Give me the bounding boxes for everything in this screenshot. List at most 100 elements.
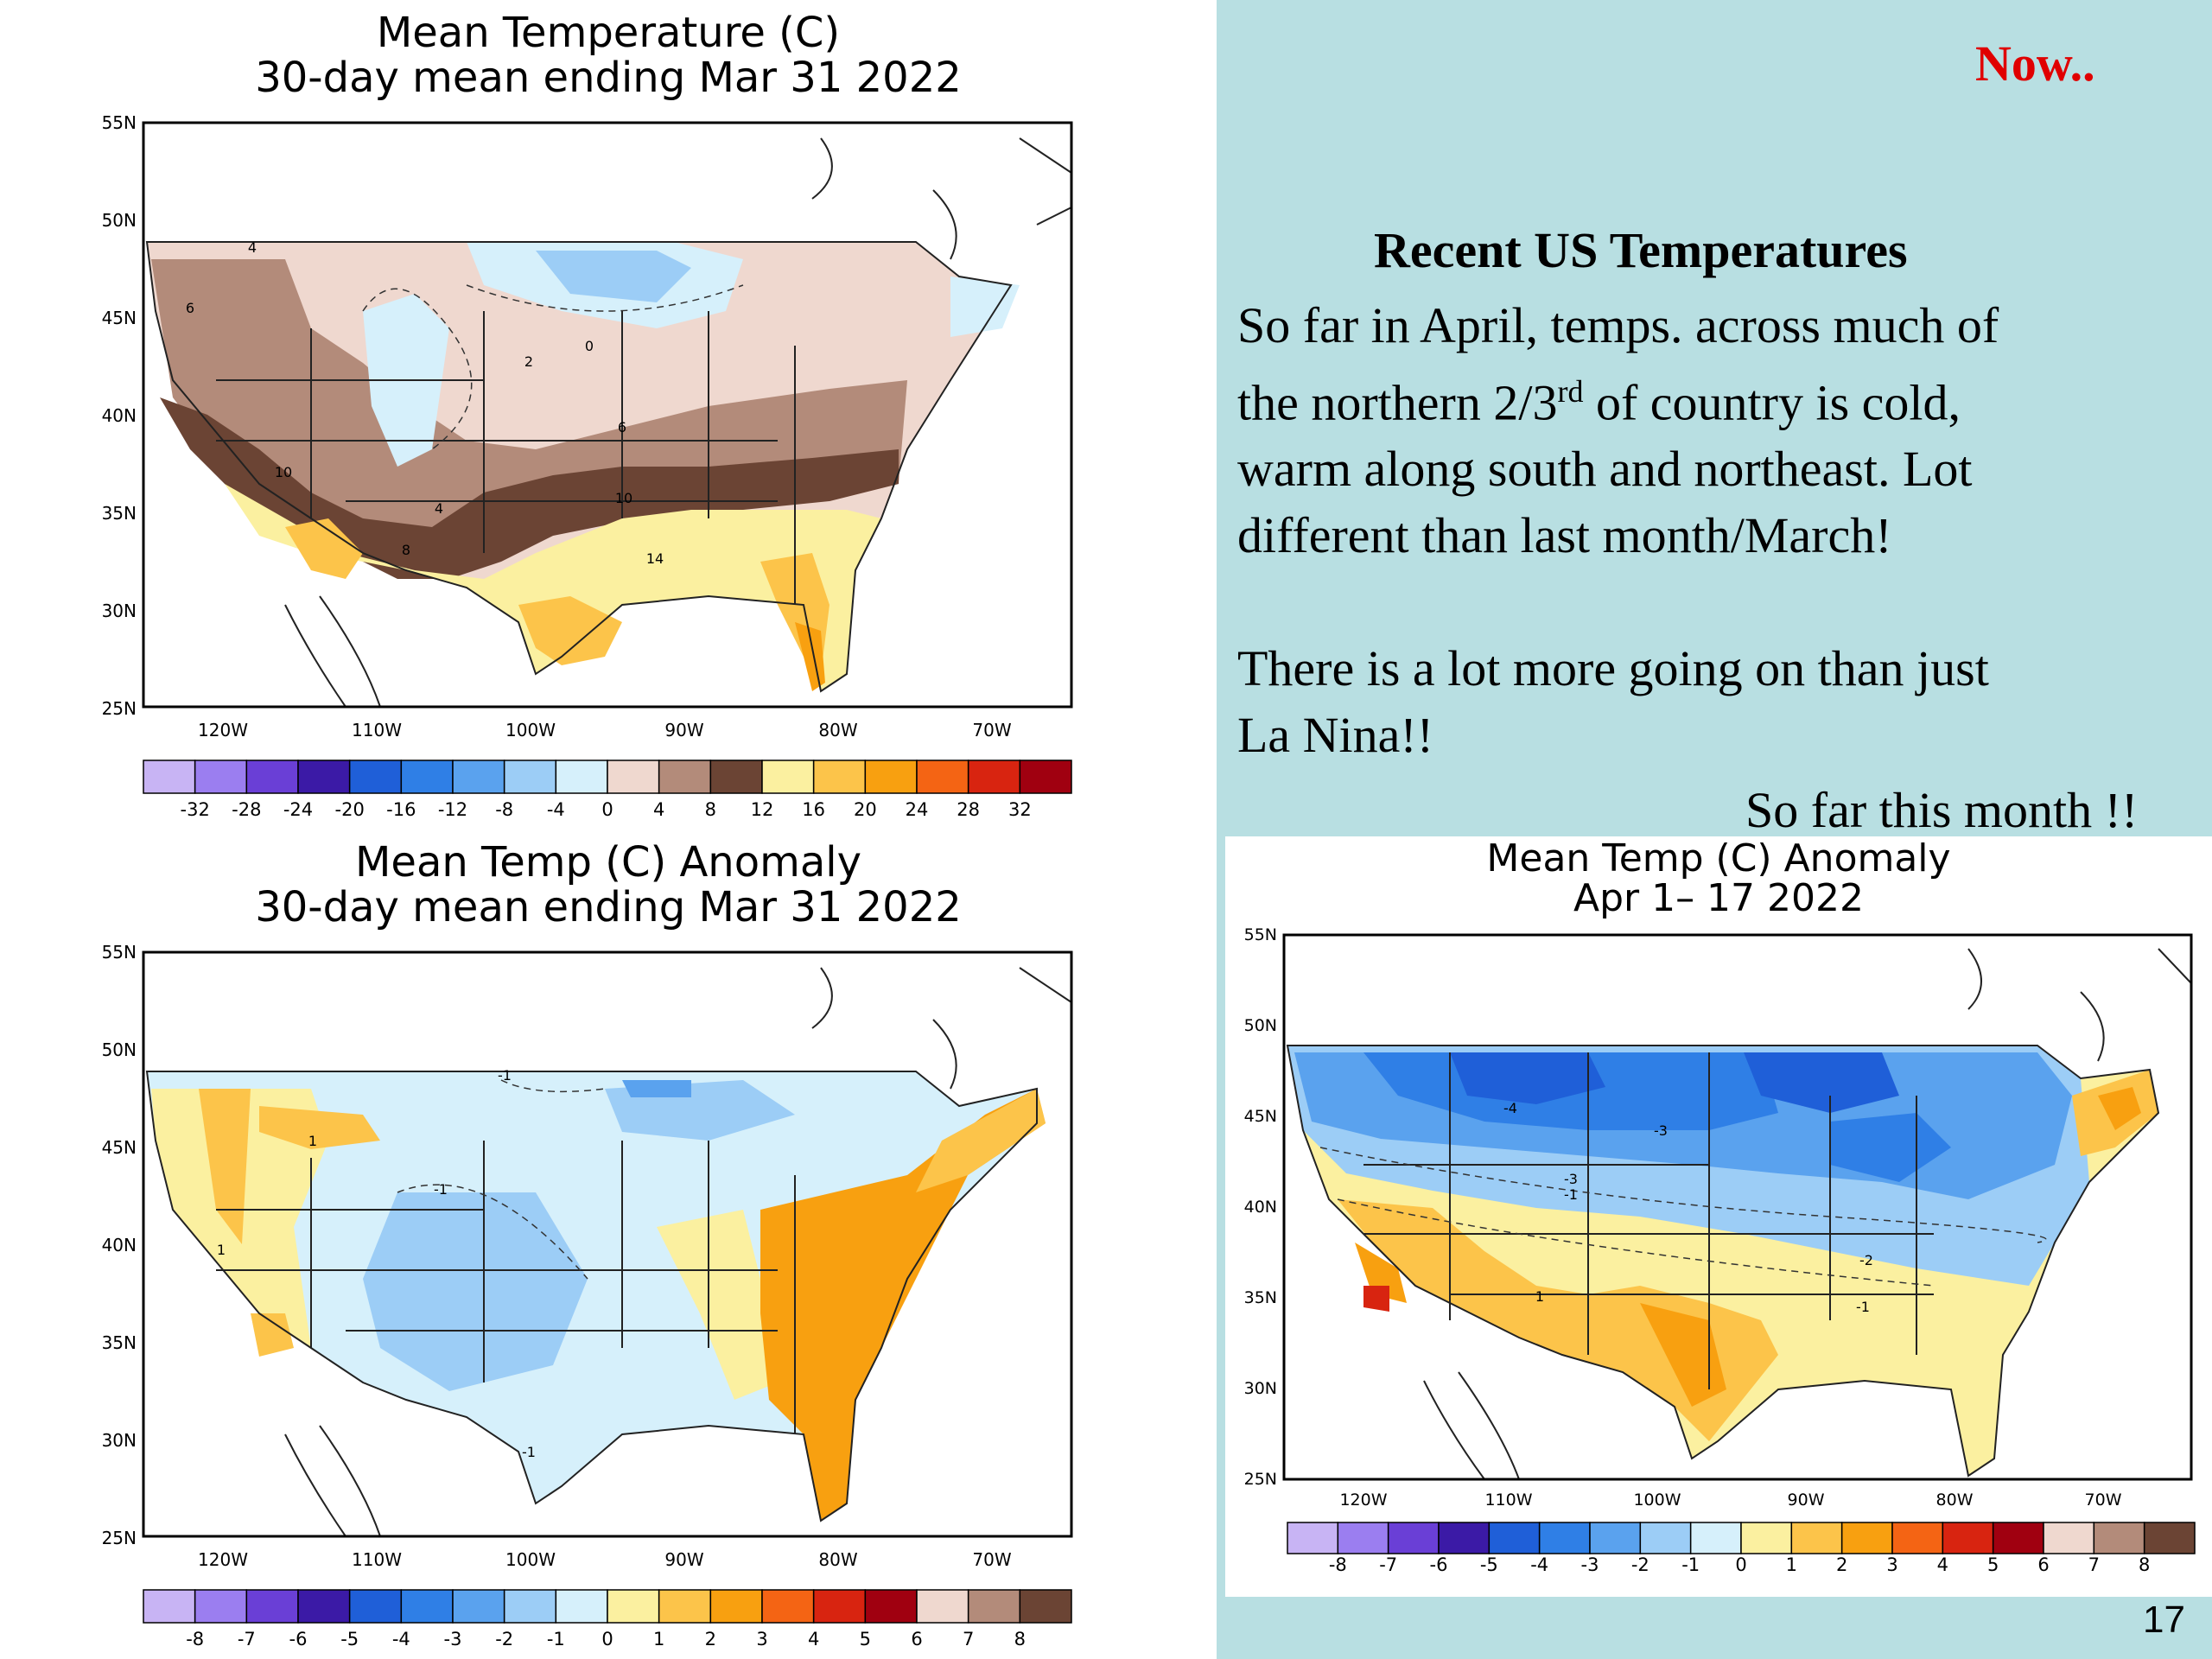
mean-temp-legend-swatch (452, 760, 505, 794)
march-anomaly-legend-swatch (297, 1589, 351, 1624)
april-anomaly-lat-label: 25N (1244, 1470, 1277, 1489)
superscript-rd: rd (1557, 374, 1584, 409)
april-anomaly-legend-tick: 4 (1937, 1554, 1948, 1575)
march-anomaly-legend-swatch (812, 1589, 867, 1624)
caption-so-far: So far this month !! (1745, 782, 2139, 838)
mean-temp-legend-swatch (348, 760, 403, 794)
march-anomaly-contour-label: 1 (217, 1242, 226, 1258)
mean-temp-lon-label: 70W (972, 720, 1011, 741)
april-anomaly-legend-tick: -4 (1530, 1554, 1548, 1575)
mean-temp-legend-swatch (864, 760, 918, 794)
now-label: Now.. (1975, 35, 2095, 92)
mean-temp-legend-swatch (916, 760, 969, 794)
march-anomaly-lon-label: 80W (818, 1549, 857, 1570)
april-anomaly-legend-swatch (1387, 1522, 1440, 1554)
slide-heading: Recent US Temperatures (1374, 222, 1908, 278)
body-line: the northern 2/3rd of country is cold, (1237, 359, 1999, 435)
mean-temp-panel: Mean Temperature (C) 30-day mean ending … (0, 0, 1217, 830)
march-anomaly-legend-tick: -8 (186, 1629, 204, 1649)
april-anomaly-legend-swatch (1488, 1522, 1541, 1554)
march-anomaly-legend-swatch (709, 1589, 763, 1624)
mean-temp-legend-swatch (812, 760, 867, 794)
mean-temp-legend-tick: -24 (283, 799, 313, 820)
march-anomaly-legend-tick: 5 (860, 1629, 871, 1649)
april-anomaly-title-line2: Apr 1– 17 2022 (1573, 876, 1865, 920)
april-anomaly-title-line1: Mean Temp (C) Anomaly (1486, 836, 1951, 880)
april-anomaly-legend-tick: 2 (1836, 1554, 1847, 1575)
march-anomaly-legend-swatch (503, 1589, 557, 1624)
march-anomaly-lon-label: 100W (505, 1549, 556, 1570)
march-anomaly-legend-tick: 4 (808, 1629, 819, 1649)
april-anomaly-legend-swatch (1740, 1522, 1793, 1554)
mean-temp-legend-swatch (194, 760, 248, 794)
march-anomaly-lat-label: 25N (102, 1528, 137, 1548)
march-anomaly-legend-tick: 0 (601, 1629, 613, 1649)
march-anomaly-title-line1: Mean Temp (C) Anomaly (355, 838, 861, 887)
mean-temp-lat-label: 25N (102, 698, 137, 719)
april-anomaly-legend-tick: -8 (1329, 1554, 1347, 1575)
march-anomaly-contour-label: -1 (498, 1067, 512, 1084)
mean-temp-legend-swatch (1019, 760, 1072, 794)
body-text-run: the northern 2/3 (1237, 374, 1558, 431)
april-anomaly-legend-tick: 3 (1886, 1554, 1897, 1575)
mean-temp-legend-swatch (245, 760, 299, 794)
mean-temp-contour-label: 4 (248, 239, 257, 256)
april-anomaly-lon-label: 120W (1339, 1491, 1387, 1510)
april-anomaly-lat-label: 40N (1244, 1198, 1277, 1217)
mean-temp-legend-tick: 16 (802, 799, 825, 820)
march-anomaly-legend-swatch (245, 1589, 299, 1624)
march-anomaly-legend-swatch (400, 1589, 454, 1624)
april-anomaly-lon-label: 110W (1484, 1491, 1532, 1510)
mean-temp-lon-label: 90W (664, 720, 703, 741)
april-anomaly-lat-label: 30N (1244, 1379, 1277, 1398)
march-anomaly-lon-label: 70W (972, 1549, 1011, 1570)
march-anomaly-legend-swatch (761, 1589, 815, 1624)
april-anomaly-legend-swatch (2143, 1522, 2196, 1554)
mean-temp-contour-label: 10 (275, 464, 292, 480)
march-anomaly-legend-swatch (143, 1589, 196, 1624)
march-anomaly-legend-tick: -1 (547, 1629, 565, 1649)
april-anomaly-legend-tick: 8 (2139, 1554, 2150, 1575)
mean-temp-legend-tick: 0 (601, 799, 613, 820)
mean-temp-lon-label: 110W (352, 720, 402, 741)
mean-temp-legend-tick: -4 (547, 799, 565, 820)
mean-temp-legend-swatch (555, 760, 608, 794)
april-anomaly-legend-swatch (1891, 1522, 1944, 1554)
mean-temp-lat-label: 55N (102, 112, 137, 133)
april-anomaly-lat-label: 45N (1244, 1107, 1277, 1126)
april-anomaly-legend-swatch (1639, 1522, 1692, 1554)
mean-temp-legend-tick: -16 (386, 799, 416, 820)
mean-temp-legend-tick: -20 (335, 799, 365, 820)
april-anomaly-contour-label: -2 (1859, 1252, 1873, 1268)
april-anomaly-legend-swatch (1589, 1522, 1642, 1554)
mean-temp-legend-tick: 4 (653, 799, 664, 820)
april-anomaly-legend-swatch (1689, 1522, 1742, 1554)
body-text-run: of country is cold, (1583, 374, 1961, 431)
april-anomaly-legend-swatch (1840, 1522, 1893, 1554)
mean-temp-legend-swatch (967, 760, 1021, 794)
body-line: warm along south and northeast. Lot (1237, 441, 1973, 498)
april-anomaly-legend-tick: -2 (1631, 1554, 1649, 1575)
april-anomaly-lat-label: 50N (1244, 1016, 1277, 1035)
april-anomaly-legend-tick: 7 (2088, 1554, 2100, 1575)
april-anomaly-legend-swatch (1287, 1522, 1339, 1554)
mean-temp-contour-label: 14 (646, 550, 664, 567)
march-anomaly-lat-label: 35N (102, 1332, 137, 1353)
mean-temp-legend-swatch (143, 760, 196, 794)
april-anomaly-legend-tick: -5 (1480, 1554, 1498, 1575)
mean-temp-lat-label: 35N (102, 503, 137, 524)
march-anomaly-legend-tick: 1 (653, 1629, 664, 1649)
march-anomaly-legend-swatch (348, 1589, 403, 1624)
mean-temp-title-line2: 30-day mean ending Mar 31 2022 (255, 54, 962, 102)
april-anomaly-legend-tick: -7 (1379, 1554, 1397, 1575)
mean-temp-lat-label: 30N (102, 601, 137, 621)
mean-temp-legend-tick: 28 (957, 799, 980, 820)
body-text: So far in April, temps. across much of t… (1237, 292, 1999, 768)
march-anomaly-lat-label: 40N (102, 1235, 137, 1255)
mean-temp-contour-label: 6 (186, 300, 194, 316)
march-anomaly-legend-tick: 7 (963, 1629, 974, 1649)
march-anomaly-legend-tick: -4 (392, 1629, 410, 1649)
april-anomaly-legend-swatch (1790, 1522, 1843, 1554)
march-anomaly-legend-tick: 8 (1014, 1629, 1026, 1649)
body-line: different than last month/March! (1237, 507, 1892, 564)
